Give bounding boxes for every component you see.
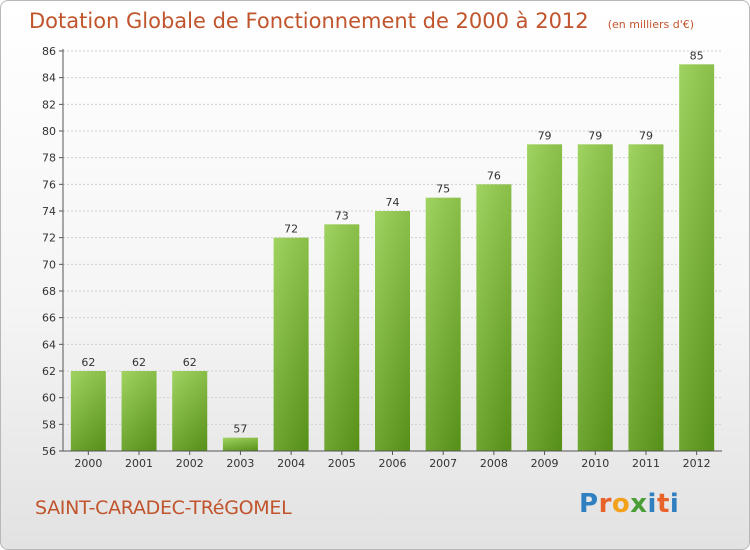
bar-shade: [324, 224, 360, 451]
logo-letter: r: [598, 489, 612, 519]
x-tick-label: 2009: [531, 457, 559, 470]
data-labels: 62 62 62 57 72 73 74 75 76 79 79 79 85: [81, 49, 703, 435]
y-tick-label: 58: [42, 418, 56, 431]
x-tick-label: 2010: [581, 457, 609, 470]
bar-shade: [425, 197, 461, 451]
y-tick-label: 72: [42, 232, 56, 245]
y-tick-label: 56: [42, 445, 56, 458]
y-tick-label: 64: [42, 338, 56, 351]
logo-letter: i: [647, 489, 657, 519]
x-tick-label: 2006: [379, 457, 407, 470]
bar-shade: [273, 237, 309, 451]
logo-letter: i: [669, 489, 680, 519]
bar-shade: [476, 184, 512, 452]
bar-shade: [577, 144, 613, 452]
y-tick-label: 86: [42, 45, 56, 58]
logo-letter: x: [630, 489, 648, 519]
bar-shade: [679, 64, 715, 452]
data-label: 62: [183, 356, 197, 369]
y-tick-label: 60: [42, 392, 56, 405]
bar-shade: [70, 371, 106, 451]
bars: [70, 64, 715, 452]
bar-shade: [172, 371, 208, 451]
data-label: 75: [436, 183, 450, 196]
data-label: 57: [233, 423, 247, 436]
data-label: 62: [81, 356, 95, 369]
y-tick-label: 84: [42, 72, 56, 85]
data-label: 74: [386, 196, 400, 209]
chart-title: Dotation Globale de Fonctionnement de 20…: [29, 9, 589, 33]
x-tick-label: 2001: [125, 457, 153, 470]
bar-shade: [121, 371, 157, 451]
chart-unit-label: (en milliers d'€): [607, 18, 695, 31]
x-tick-label: 2002: [176, 457, 204, 470]
bar-shade: [527, 144, 563, 452]
axes: 56 58 60 62 64 66 68 70 72 74 76 78 80 82 84 86 2000 2001…: [42, 45, 722, 470]
data-label: 62: [132, 356, 146, 369]
x-tick-label: 2008: [480, 457, 508, 470]
commune-name: SAINT-CARADEC-TRéGOMEL: [35, 497, 292, 519]
y-tick-label: 80: [42, 125, 56, 138]
x-tick-label: 2011: [632, 457, 660, 470]
data-label: 73: [335, 209, 349, 222]
logo-letter: t: [656, 489, 670, 519]
x-tick-label: 2003: [226, 457, 254, 470]
bar-shade: [628, 144, 664, 452]
x-tick-label: 2004: [277, 457, 305, 470]
x-tick-label: 2007: [429, 457, 457, 470]
y-tick-label: 74: [42, 205, 56, 218]
x-tick-label: 2000: [74, 457, 102, 470]
title-row: Dotation Globale de Fonctionnement de 20…: [29, 9, 694, 33]
data-label: 79: [639, 129, 653, 142]
logo-letter: P: [579, 489, 599, 519]
logo-letter: o: [611, 489, 631, 519]
y-tick-label: 78: [42, 152, 56, 165]
data-label: 79: [588, 129, 602, 142]
y-tick-label: 62: [42, 365, 56, 378]
proxiti-logo[interactable]: Proxiti: [579, 489, 679, 519]
data-label: 76: [487, 169, 501, 182]
y-tick-label: 68: [42, 285, 56, 298]
y-tick-label: 82: [42, 98, 56, 111]
bar-shade: [222, 437, 258, 451]
x-tick-label: 2012: [683, 457, 711, 470]
data-label: 85: [690, 49, 704, 62]
bar-shade: [375, 211, 410, 451]
data-label: 79: [538, 129, 552, 142]
y-tick-label: 76: [42, 178, 56, 191]
data-label: 72: [284, 223, 298, 236]
y-tick-label: 70: [42, 258, 56, 271]
y-tick-label: 66: [42, 312, 56, 325]
x-tick-label: 2005: [328, 457, 356, 470]
